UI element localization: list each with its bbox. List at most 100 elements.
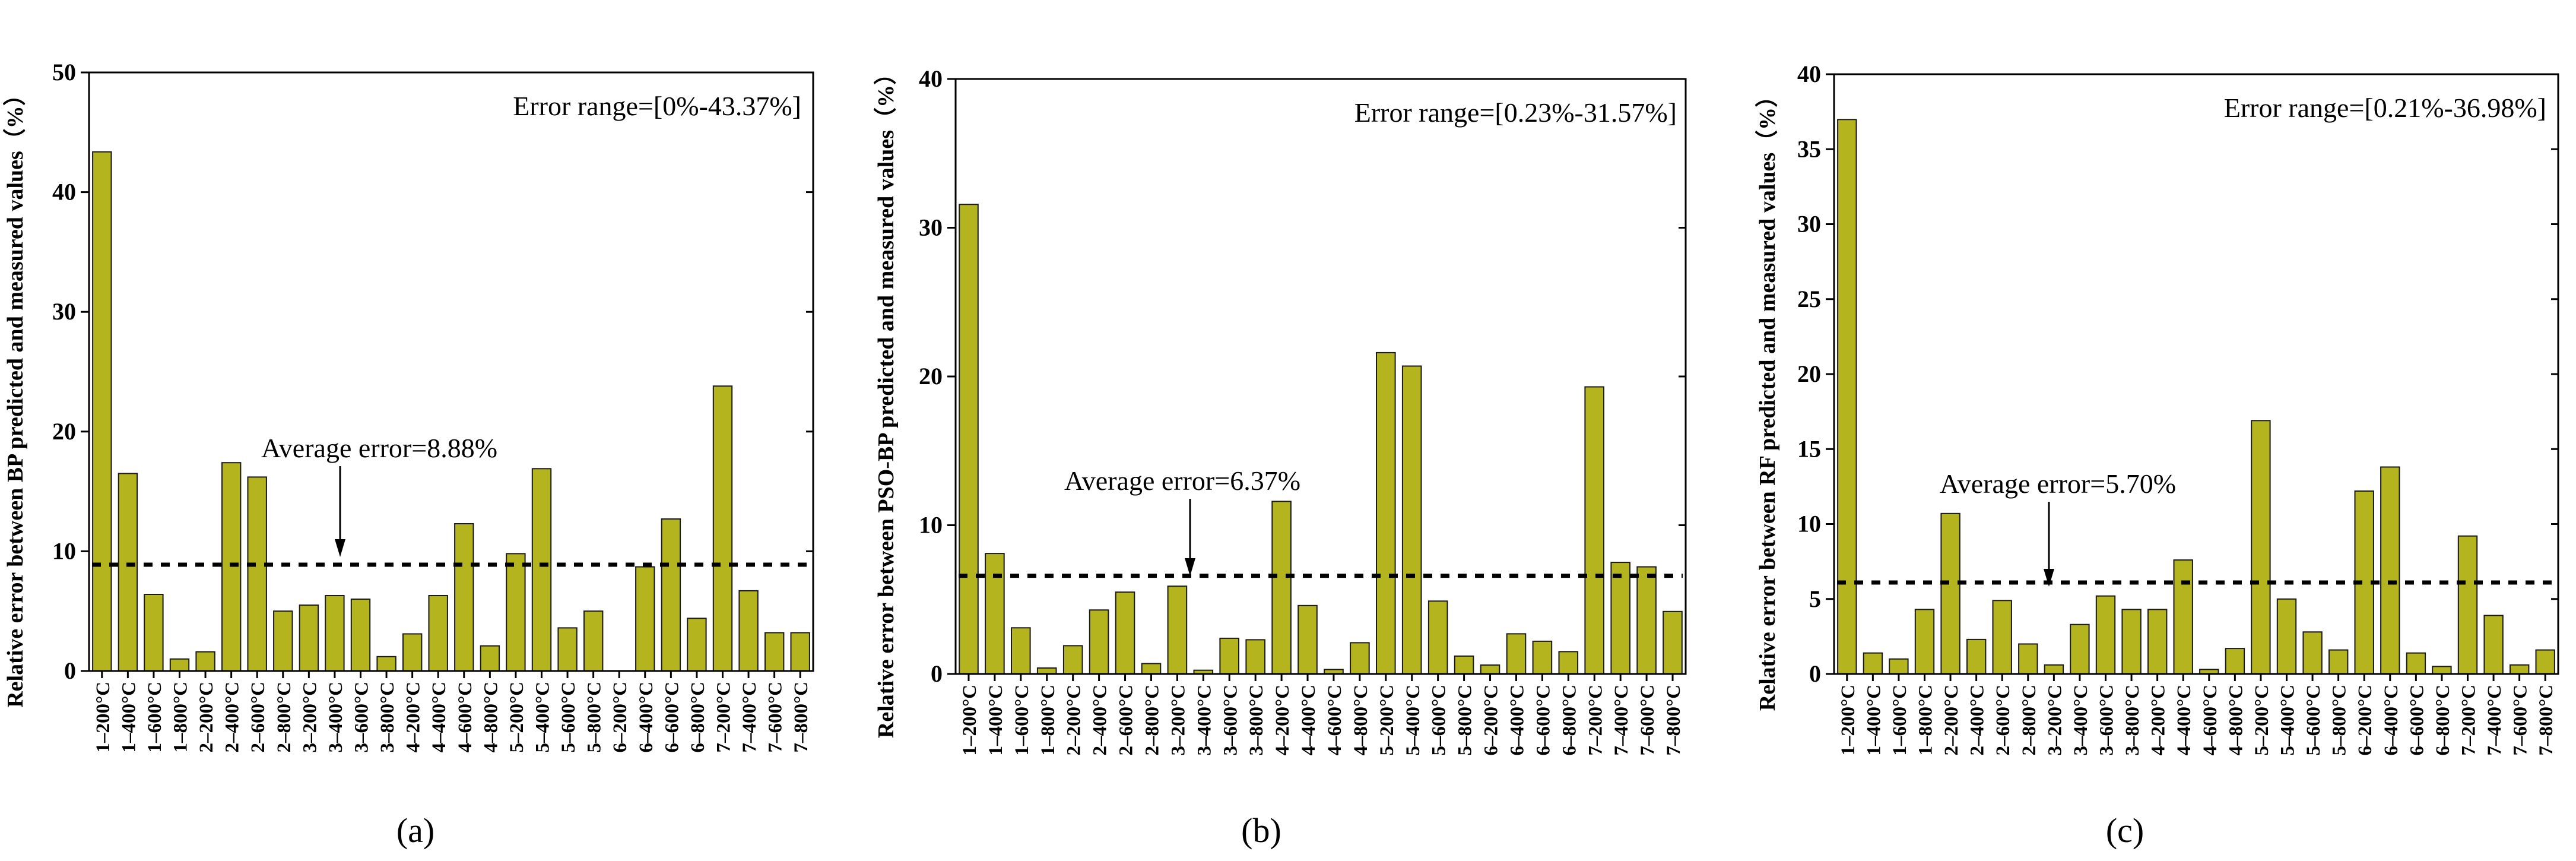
error-range-label: Error range=[0.21%-36.98%] bbox=[2224, 93, 2546, 123]
y-tick-label: 15 bbox=[1797, 435, 1821, 462]
x-tick-label: 1–600°C bbox=[1889, 685, 1911, 756]
x-tick-label: 7–200°C bbox=[713, 682, 735, 753]
x-tick-label: 5–400°C bbox=[1403, 685, 1424, 756]
bar bbox=[1219, 637, 1239, 675]
panel-label: (c) bbox=[2106, 811, 2144, 850]
bar bbox=[221, 462, 242, 672]
bar bbox=[2018, 643, 2038, 675]
x-tick-label: 1–200°C bbox=[1838, 685, 1859, 756]
x-tick-label: 2–200°C bbox=[196, 682, 217, 753]
bar bbox=[2406, 652, 2426, 675]
bar bbox=[1297, 604, 1318, 675]
x-tick-label: 5–200°C bbox=[506, 682, 528, 753]
bar bbox=[583, 610, 604, 672]
x-tick-label: 6–200°C bbox=[1481, 685, 1502, 756]
x-tick-label: 2–600°C bbox=[1993, 685, 2014, 756]
bar bbox=[1863, 652, 1883, 675]
bar bbox=[1401, 365, 1422, 675]
x-tick-label: 5–600°C bbox=[2303, 685, 2324, 756]
x-tick-label: 1–800°C bbox=[170, 682, 192, 753]
error-range-label: Error range=[0%-43.37%] bbox=[513, 91, 801, 121]
x-tick-label: 1–600°C bbox=[1011, 685, 1033, 756]
bar bbox=[557, 627, 578, 672]
bar bbox=[2121, 609, 2142, 675]
x-tick-label: 4–600°C bbox=[2200, 685, 2221, 756]
bar bbox=[764, 632, 785, 672]
bar bbox=[299, 604, 319, 672]
bar bbox=[687, 618, 707, 672]
x-tick-label: 4–800°C bbox=[1350, 685, 1372, 756]
x-tick-label: 5–200°C bbox=[2251, 685, 2273, 756]
x-tick-label: 1–400°C bbox=[1863, 685, 1885, 756]
bar bbox=[1837, 119, 1857, 675]
x-tick-label: 6–400°C bbox=[1506, 685, 1528, 756]
bar bbox=[2457, 535, 2478, 675]
x-tick-label: 3–400°C bbox=[1194, 685, 1215, 756]
bar bbox=[531, 468, 552, 672]
y-tick-label: 50 bbox=[52, 59, 76, 86]
bar bbox=[1350, 642, 1370, 675]
bar bbox=[1610, 562, 1630, 675]
average-error-label: Average error=8.88% bbox=[261, 433, 497, 463]
x-tick-label: 1–200°C bbox=[959, 685, 981, 756]
y-tick-label: 20 bbox=[52, 418, 76, 445]
bar bbox=[247, 476, 267, 672]
x-tick-label: 2–200°C bbox=[1064, 685, 1085, 756]
x-tick-label: 6–800°C bbox=[2432, 685, 2454, 756]
bar bbox=[1584, 386, 1604, 675]
bar bbox=[169, 658, 190, 672]
bar bbox=[661, 518, 681, 672]
bar bbox=[2044, 664, 2064, 675]
x-tick-label: 7–800°C bbox=[1663, 685, 1684, 756]
bar bbox=[2147, 609, 2168, 675]
bar bbox=[1376, 352, 1396, 675]
plot-frame bbox=[954, 78, 1687, 675]
y-tick-label: 20 bbox=[1797, 360, 1821, 387]
bar bbox=[1663, 610, 1683, 675]
y-tick-label: 35 bbox=[1797, 135, 1821, 162]
y-tick-label: 10 bbox=[1797, 511, 1821, 537]
bar bbox=[1966, 638, 1987, 675]
bar bbox=[1992, 600, 2012, 675]
x-tick-label: 3–200°C bbox=[299, 682, 321, 753]
y-tick-label: 30 bbox=[919, 214, 943, 241]
y-tick-label: 40 bbox=[919, 65, 943, 92]
bar bbox=[959, 204, 979, 675]
x-tick-label: 6–800°C bbox=[687, 682, 709, 753]
x-tick-label: 3–800°C bbox=[377, 682, 398, 753]
average-error-label: Average error=6.37% bbox=[1064, 466, 1300, 496]
bar bbox=[635, 566, 655, 672]
bar bbox=[92, 151, 112, 672]
x-tick-label: 7–600°C bbox=[765, 682, 786, 753]
bar bbox=[2328, 649, 2349, 675]
bar bbox=[118, 473, 138, 672]
x-tick-label: 7–800°C bbox=[791, 682, 812, 753]
chart-panel-2: 0 10 20 30 40 1–200°C 1–400°C 1–600°C 1–800°C 2–2… bbox=[874, 62, 1687, 850]
x-tick-label: 5–600°C bbox=[1429, 685, 1450, 756]
x-tick-label: 3–400°C bbox=[2070, 685, 2092, 756]
bar bbox=[428, 595, 448, 672]
x-tick-label: 7–800°C bbox=[2536, 685, 2557, 756]
bar bbox=[738, 590, 759, 672]
x-tick-label: 2–400°C bbox=[222, 682, 243, 753]
x-tick-label: 1–400°C bbox=[118, 682, 139, 753]
y-tick-label: 10 bbox=[52, 537, 76, 564]
bar bbox=[1167, 585, 1188, 675]
y-tick-label: 0 bbox=[1809, 660, 1821, 687]
bar bbox=[1558, 651, 1579, 675]
x-tick-label: 6–600°C bbox=[661, 682, 683, 753]
y-tick-label: 10 bbox=[919, 512, 943, 539]
y-axis-label: Relative error between RF predicted and … bbox=[1755, 85, 1780, 711]
bar bbox=[712, 385, 733, 672]
x-tick-label: 6–200°C bbox=[2355, 685, 2376, 756]
bar bbox=[325, 595, 345, 672]
x-tick-label: 6–600°C bbox=[2406, 685, 2428, 756]
x-tick-label: 5–400°C bbox=[532, 682, 554, 753]
arrow-head-icon bbox=[335, 539, 345, 557]
bar bbox=[2251, 420, 2271, 675]
x-tick-label: 2–600°C bbox=[248, 682, 269, 753]
x-tick-label: 5–800°C bbox=[584, 682, 605, 753]
y-tick-label: 25 bbox=[1797, 286, 1821, 312]
